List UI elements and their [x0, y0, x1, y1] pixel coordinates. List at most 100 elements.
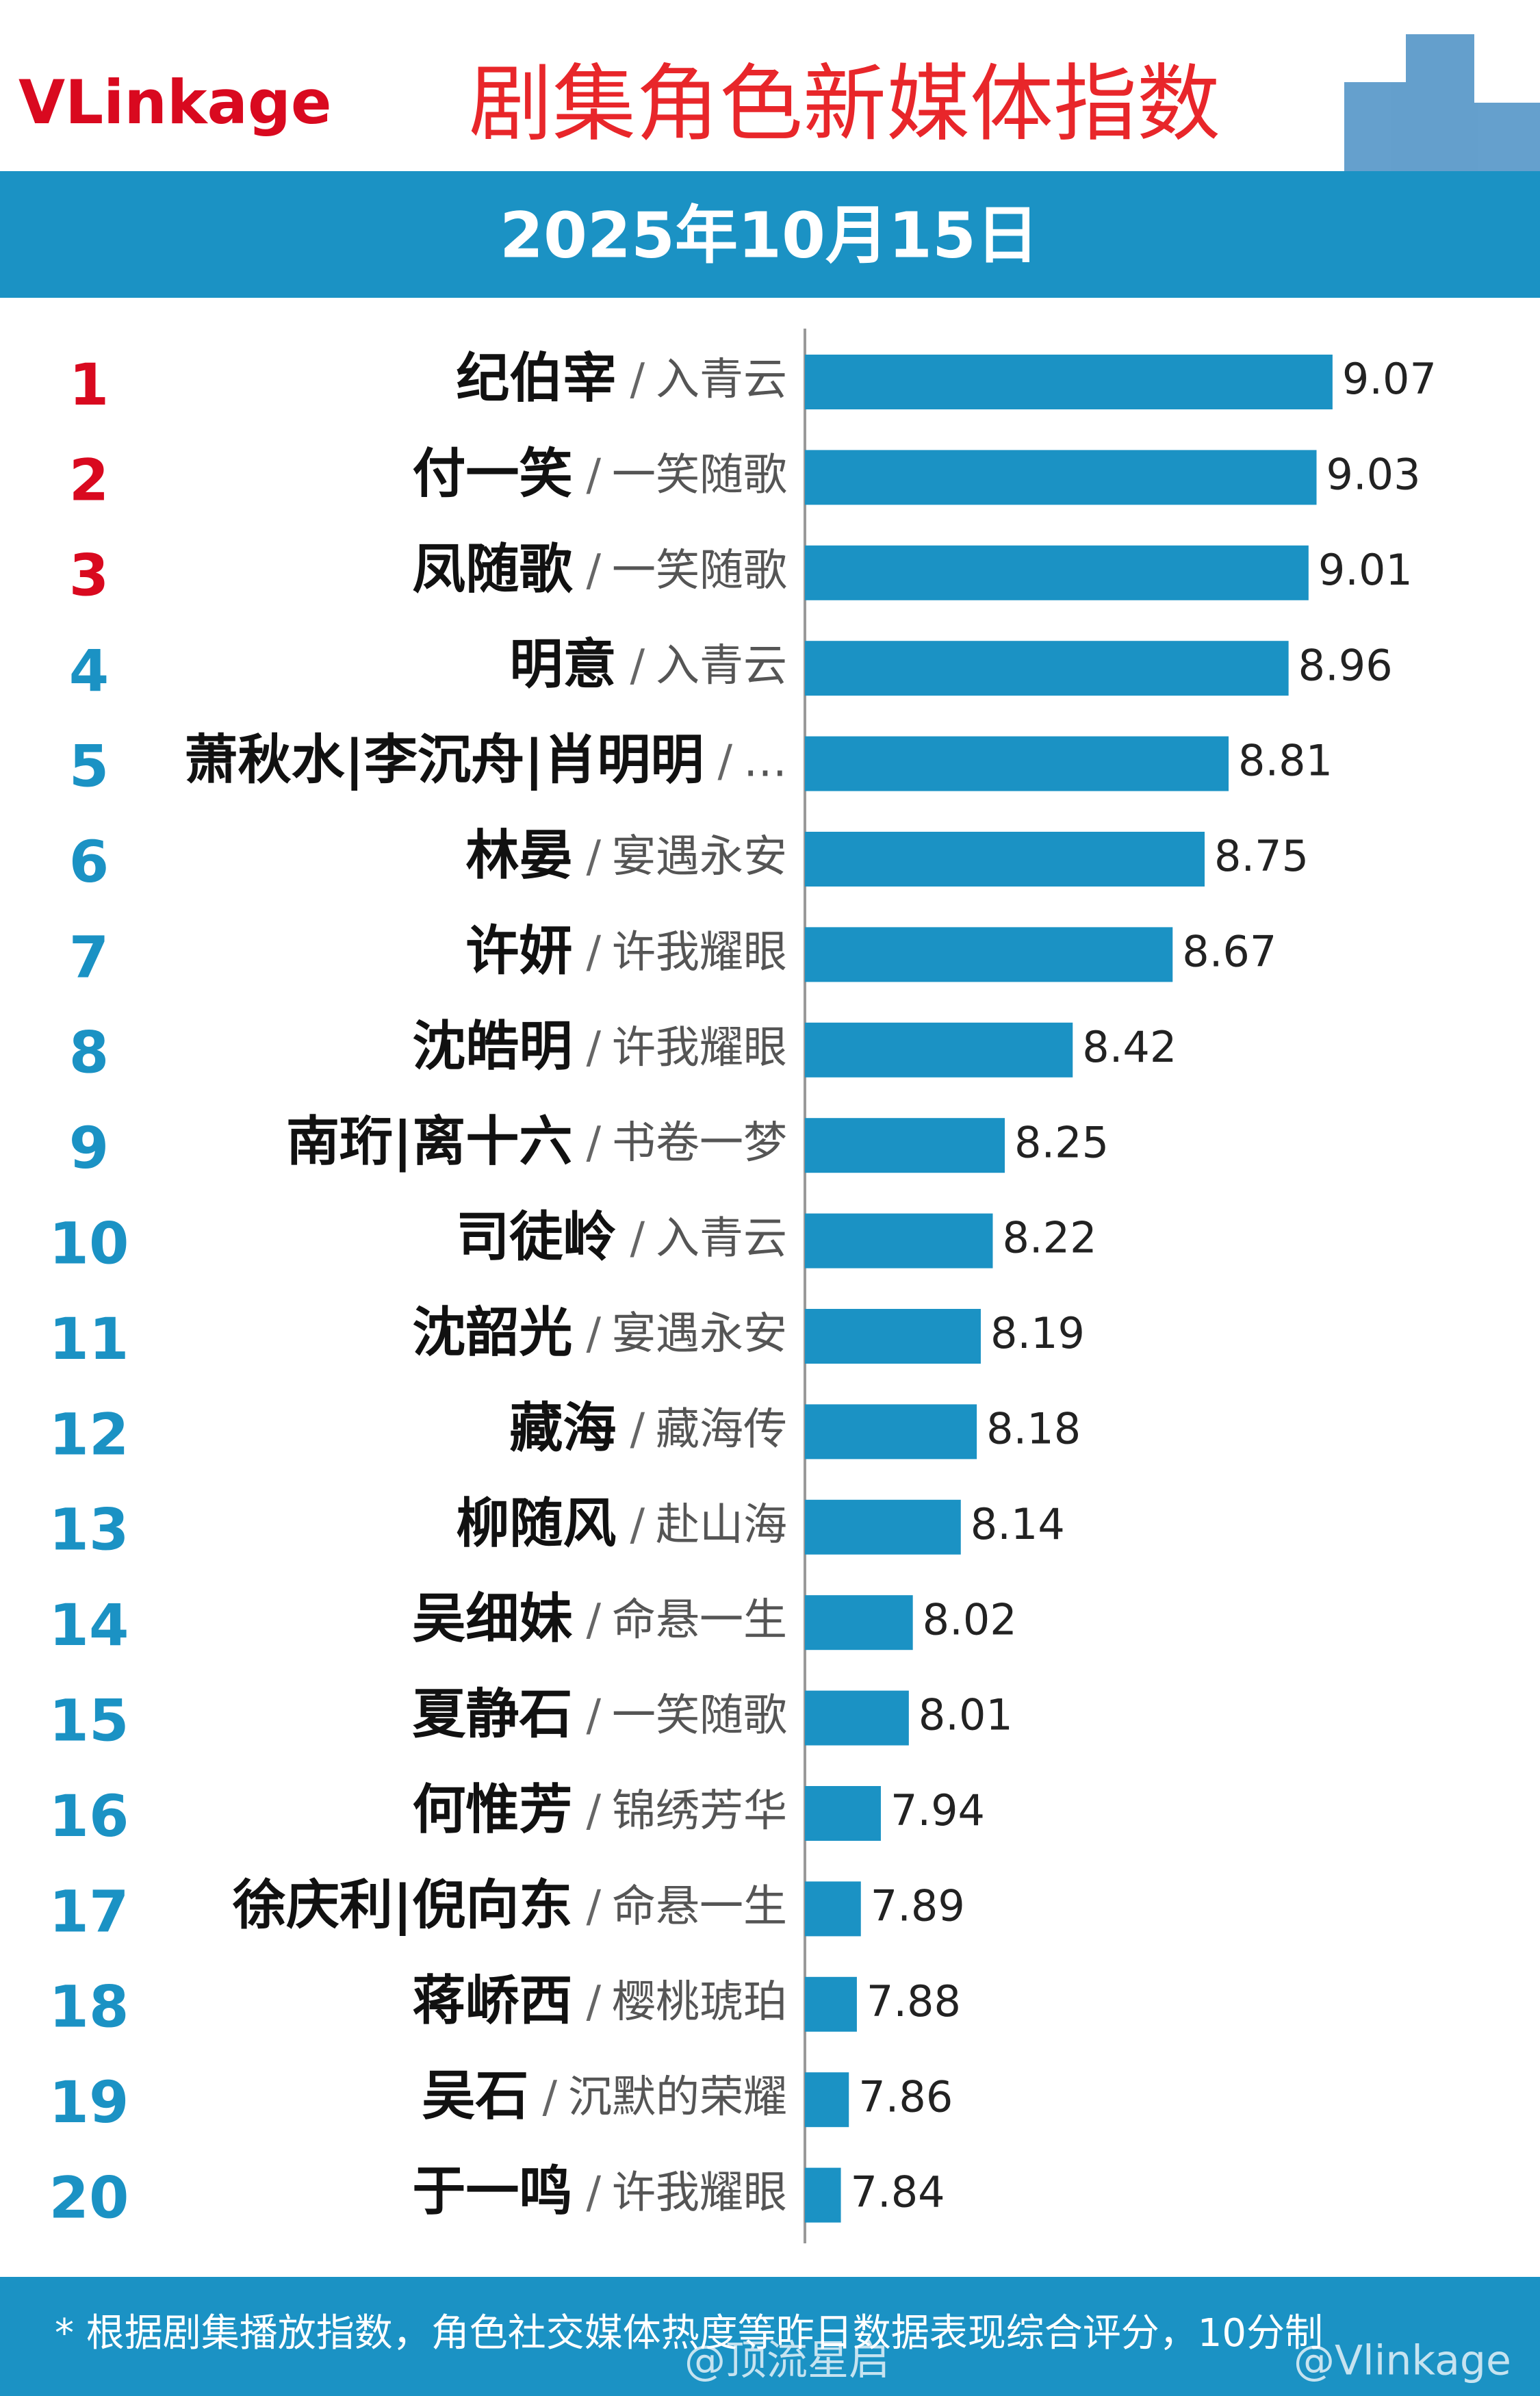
- separator: /: [630, 355, 645, 405]
- rank: 13: [49, 1496, 129, 1564]
- bar: [805, 1213, 993, 1269]
- row-label: 于一鸣 / 许我耀眼: [412, 2161, 787, 2223]
- row-label: 吴细妹 / 命悬一生: [412, 1589, 787, 1651]
- bar: [805, 641, 1289, 696]
- rank: 20: [49, 2165, 129, 2232]
- character-name: 司徒岭: [456, 1207, 616, 1269]
- rank: 19: [49, 2069, 129, 2136]
- separator: /: [586, 1595, 601, 1646]
- chart-subtitle: 2025年10月15日: [500, 199, 1039, 272]
- drama-name: 许我耀眼: [612, 2167, 787, 2218]
- drama-name: 宴遇永安: [612, 832, 787, 882]
- character-name: 何惟芳: [412, 1779, 572, 1841]
- row-label: 沈皓明 / 许我耀眼: [412, 1016, 787, 1078]
- row-label: 明意 / 入青云: [509, 635, 787, 696]
- character-name: 沈皓明: [412, 1016, 572, 1078]
- row-label: 司徒岭 / 入青云: [456, 1207, 787, 1269]
- rank: 3: [69, 542, 109, 609]
- character-name: 沈韶光: [412, 1302, 572, 1364]
- row-label: 夏静石 / 一笑随歌: [412, 1684, 787, 1746]
- value-label: 8.22: [1002, 1213, 1096, 1263]
- footnote: * 根据剧集播放指数，角色社交媒体热度等昨日数据表现综合评分，10分制: [55, 2311, 1323, 2356]
- separator: /: [586, 2167, 601, 2218]
- row-label: 徐庆利|倪向东 / 命悬一生: [232, 1875, 787, 1937]
- drama-name: 许我耀眼: [612, 927, 787, 978]
- value-label: 9.07: [1342, 354, 1437, 404]
- bar: [805, 1786, 881, 1841]
- character-name: 柳随风: [456, 1493, 616, 1555]
- drama-name: 书卷一梦: [612, 1118, 787, 1169]
- value-label: 8.75: [1214, 831, 1309, 881]
- rank: 11: [49, 1305, 129, 1373]
- character-name: 许妍: [465, 921, 572, 982]
- drama-name: 命悬一生: [612, 1881, 787, 1932]
- value-label: 8.14: [971, 1499, 1065, 1549]
- row-label: 何惟芳 / 锦绣芳华: [412, 1779, 787, 1841]
- character-name: 付一笑: [412, 444, 572, 505]
- value-label: 9.03: [1326, 449, 1421, 499]
- value-label: 9.01: [1318, 545, 1413, 595]
- separator: /: [586, 1022, 601, 1073]
- drama-name: 入青云: [656, 641, 787, 691]
- separator: /: [630, 641, 645, 691]
- rank: 12: [49, 1401, 129, 1468]
- bar: [805, 1595, 913, 1651]
- separator: /: [586, 1690, 601, 1741]
- character-name: 明意: [509, 635, 616, 696]
- value-label: 7.88: [867, 1976, 961, 2026]
- value-label: 8.81: [1238, 736, 1333, 786]
- value-label: 8.67: [1182, 926, 1276, 976]
- podium-icon: [1344, 34, 1540, 171]
- bar: [805, 1976, 857, 2032]
- character-name: 纪伯宰: [456, 348, 616, 409]
- row-label: 许妍 / 许我耀眼: [465, 921, 787, 982]
- drama-name: 赴山海: [656, 1499, 787, 1550]
- row-label: 萧秋水|李沉舟|肖明明 /…: [184, 730, 787, 791]
- bar: [805, 2167, 841, 2223]
- character-name: 林晏: [465, 825, 572, 887]
- separator: /: [586, 832, 601, 882]
- value-label: 8.19: [990, 1308, 1085, 1358]
- value-label: 8.42: [1082, 1022, 1177, 1072]
- separator: /: [586, 1786, 601, 1837]
- bar: [805, 1404, 977, 1460]
- bar: [805, 1881, 861, 1937]
- bar: [805, 2072, 849, 2128]
- value-label: 8.02: [923, 1594, 1017, 1644]
- value-label: 7.84: [851, 2167, 945, 2217]
- character-name: 吴细妹: [412, 1589, 572, 1651]
- row-label: 柳随风 / 赴山海: [456, 1493, 787, 1555]
- drama-name: 许我耀眼: [612, 1022, 787, 1073]
- drama-name: 沉默的荣耀: [568, 2072, 787, 2123]
- bar: [805, 1499, 961, 1555]
- separator: /: [630, 1499, 645, 1550]
- row-label: 南珩|离十六 / 书卷一梦: [286, 1112, 787, 1173]
- character-name: 凤随歌: [412, 539, 573, 600]
- drama-name: 入青云: [656, 355, 787, 405]
- row-label: 纪伯宰 / 入青云: [456, 348, 787, 409]
- drama-name: 藏海传: [656, 1404, 787, 1455]
- separator: /: [630, 1213, 645, 1264]
- separator: /: [586, 1976, 601, 2027]
- rank: 7: [69, 923, 109, 991]
- drama-name: 一笑随歌: [612, 450, 787, 500]
- rank: 4: [69, 637, 109, 704]
- value-label: 8.18: [986, 1403, 1081, 1453]
- row-label: 藏海 / 藏海传: [509, 1398, 787, 1460]
- character-name: 徐庆利|倪向东: [232, 1875, 573, 1937]
- rank: 6: [69, 828, 109, 895]
- bar: [805, 1118, 1005, 1173]
- drama-name: 入青云: [656, 1213, 787, 1264]
- separator: /: [586, 1309, 601, 1360]
- character-name: 藏海: [509, 1398, 616, 1460]
- bar: [805, 450, 1317, 505]
- rank: 14: [49, 1592, 129, 1659]
- character-name: 南珩|离十六: [286, 1112, 573, 1173]
- drama-name: 一笑随歌: [612, 545, 787, 596]
- drama-name: 宴遇永安: [612, 1309, 787, 1360]
- character-name: 吴石: [422, 2066, 528, 2128]
- separator: /: [586, 545, 601, 596]
- rank: 16: [49, 1783, 129, 1850]
- bar: [805, 545, 1309, 600]
